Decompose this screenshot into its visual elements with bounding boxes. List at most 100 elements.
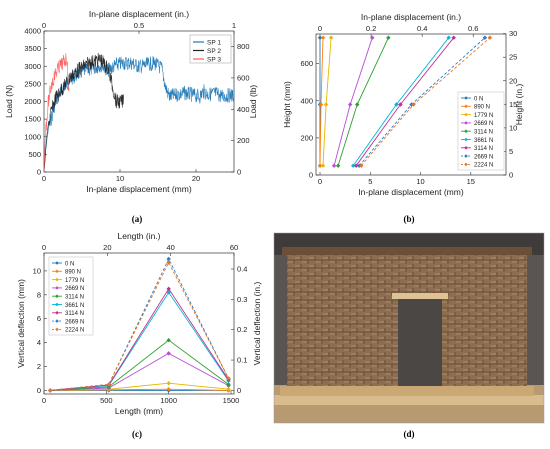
floor-beam — [274, 395, 544, 405]
x-tick-label: 5 — [368, 177, 372, 186]
data-marker — [354, 163, 359, 168]
x2-tick-label: 0 — [318, 24, 322, 33]
legend-marker — [55, 261, 59, 265]
legend-label: 3661 N — [65, 303, 84, 309]
legend-label: 1779 N — [65, 278, 84, 284]
legend-marker — [55, 286, 59, 290]
y-tick-label: 0 — [37, 386, 41, 395]
y2-tick-label: 0.3 — [237, 295, 247, 304]
y2-tick-label: 15 — [509, 100, 517, 109]
legend-label: 0 N — [65, 261, 74, 267]
x2-tick-label: 0 — [42, 243, 46, 252]
data-marker — [411, 102, 416, 107]
x-tick-label: 10 — [416, 177, 424, 186]
x-tick-label: 500 — [100, 396, 113, 405]
y-tick-label: 1500 — [24, 115, 41, 124]
data-marker — [166, 256, 171, 262]
x-tick-label: 0 — [42, 174, 46, 183]
data-marker — [226, 387, 231, 392]
legend-marker — [55, 319, 59, 323]
data-marker — [226, 382, 231, 387]
panel-label-c: (c) — [132, 429, 142, 439]
x2-axis-label: In-plane displacement (in.) — [361, 12, 461, 22]
y-tick-label: 3000 — [24, 62, 41, 71]
panel-label-d: (d) — [404, 429, 415, 439]
y-axis-label: Load (N) — [4, 85, 14, 118]
data-marker — [226, 376, 231, 381]
x-tick-label: 15 — [467, 177, 475, 186]
y2-tick-label: 200 — [237, 136, 250, 145]
y2-tick-label: 600 — [237, 73, 250, 82]
data-marker — [317, 163, 323, 168]
legend-marker — [464, 104, 468, 109]
y2-tick-label: 0.2 — [237, 325, 247, 334]
data-marker — [320, 35, 326, 40]
series-line — [50, 261, 229, 391]
data-marker — [394, 102, 399, 107]
data-marker — [328, 35, 334, 40]
y-axis-label: Height (mm) — [282, 81, 292, 128]
data-marker — [318, 102, 324, 107]
data-marker — [323, 102, 329, 107]
y2-tick-label: 0.4 — [237, 265, 247, 274]
y-tick-label: 600 — [300, 59, 313, 68]
y-tick-label: 0 — [37, 168, 41, 177]
legend-label: 3661 N — [474, 138, 493, 144]
legend-label: 0 N — [474, 96, 483, 102]
legend-label: 3114 N — [65, 311, 84, 317]
y-tick-label: 3500 — [24, 44, 41, 53]
y-tick-label: 200 — [300, 133, 313, 142]
y-tick-label: 6 — [37, 314, 41, 323]
data-marker — [347, 102, 353, 107]
legend-label: 2224 N — [474, 163, 493, 169]
y-tick-label: 2000 — [24, 97, 41, 106]
data-marker — [386, 35, 391, 40]
chart-b: 0 5 10 15 0 200 400 600 0 0.2 0.4 0.6 0 5 10 15 20 25 30 In… — [282, 12, 524, 197]
legend-marker — [55, 311, 59, 315]
legend-marker — [55, 269, 59, 274]
data-marker — [446, 35, 451, 40]
y-tick-label: 400 — [300, 96, 313, 105]
legend-marker — [464, 121, 468, 125]
series-line — [50, 352, 229, 391]
x2-axis-label: In-plane displacement (in.) — [89, 9, 189, 19]
y2-tick-label: 0 — [237, 168, 241, 177]
y-tick-label: 2 — [37, 362, 41, 371]
data-marker — [166, 286, 171, 292]
legend-label: SP 3 — [207, 57, 221, 64]
x-tick-label: 0 — [318, 177, 322, 186]
data-marker — [331, 163, 337, 168]
x-tick-label: 1000 — [160, 396, 177, 405]
series-line — [50, 339, 229, 391]
legend-label: 2669 N — [474, 154, 493, 160]
legend-label: 3114 N — [474, 146, 493, 152]
x-axis-label: Length (mm) — [115, 406, 163, 416]
legend-marker — [55, 327, 59, 332]
data-marker — [487, 35, 493, 40]
series-line — [322, 37, 332, 166]
legend-marker — [464, 146, 468, 150]
data-marker — [166, 381, 171, 386]
x-axis-label: In-plane displacement (mm) — [358, 187, 464, 197]
data-marker — [106, 382, 112, 387]
y-axis-label: Vertical deflection (mm) — [16, 279, 26, 368]
y2-tick-label: 25 — [509, 53, 517, 62]
legend-marker — [464, 112, 468, 117]
legend-marker — [464, 129, 468, 133]
x-tick-label: 20 — [192, 174, 200, 183]
data-marker — [335, 163, 341, 168]
y2-tick-label: 0 — [237, 386, 241, 395]
y2-tick-label: 20 — [509, 76, 517, 85]
y2-tick-label: 0 — [509, 171, 513, 180]
y2-tick-label: 0.1 — [237, 356, 247, 365]
series-line — [50, 382, 229, 391]
legend-label: 2669 N — [65, 319, 84, 325]
door-lintel — [392, 293, 448, 299]
y-tick-label: 500 — [28, 150, 41, 159]
y-tick-label: 4000 — [24, 27, 41, 36]
legend-label: 890 N — [474, 105, 490, 111]
series-line — [43, 52, 125, 173]
x-axis-label: In-plane displacement (mm) — [86, 184, 192, 194]
